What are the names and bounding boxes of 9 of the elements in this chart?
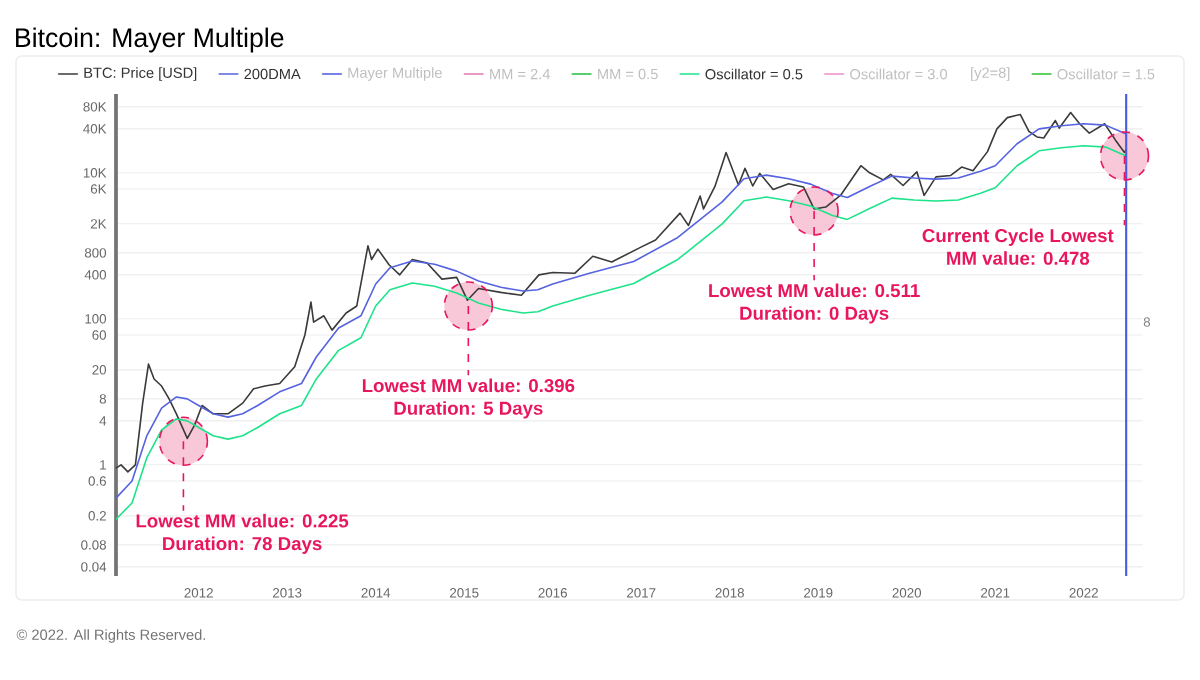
annotation: Lowest MM value: 0.225 [136,513,349,528]
annotation: Duration: 78 Days [163,536,322,554]
annotation: Duration: 5 Days [394,401,543,419]
annotation: Lowest MM value: 0.396 [362,378,575,393]
annotation: Duration: 0 Days [740,306,889,324]
annotation: Lowest MM value: 0.511 [709,283,920,298]
annotation: MM value: 0.478 [947,251,1090,265]
chart-title: Bitcoin: Mayer Multiple [16,27,284,53]
annotation: Current Cycle Lowest [922,228,1114,246]
